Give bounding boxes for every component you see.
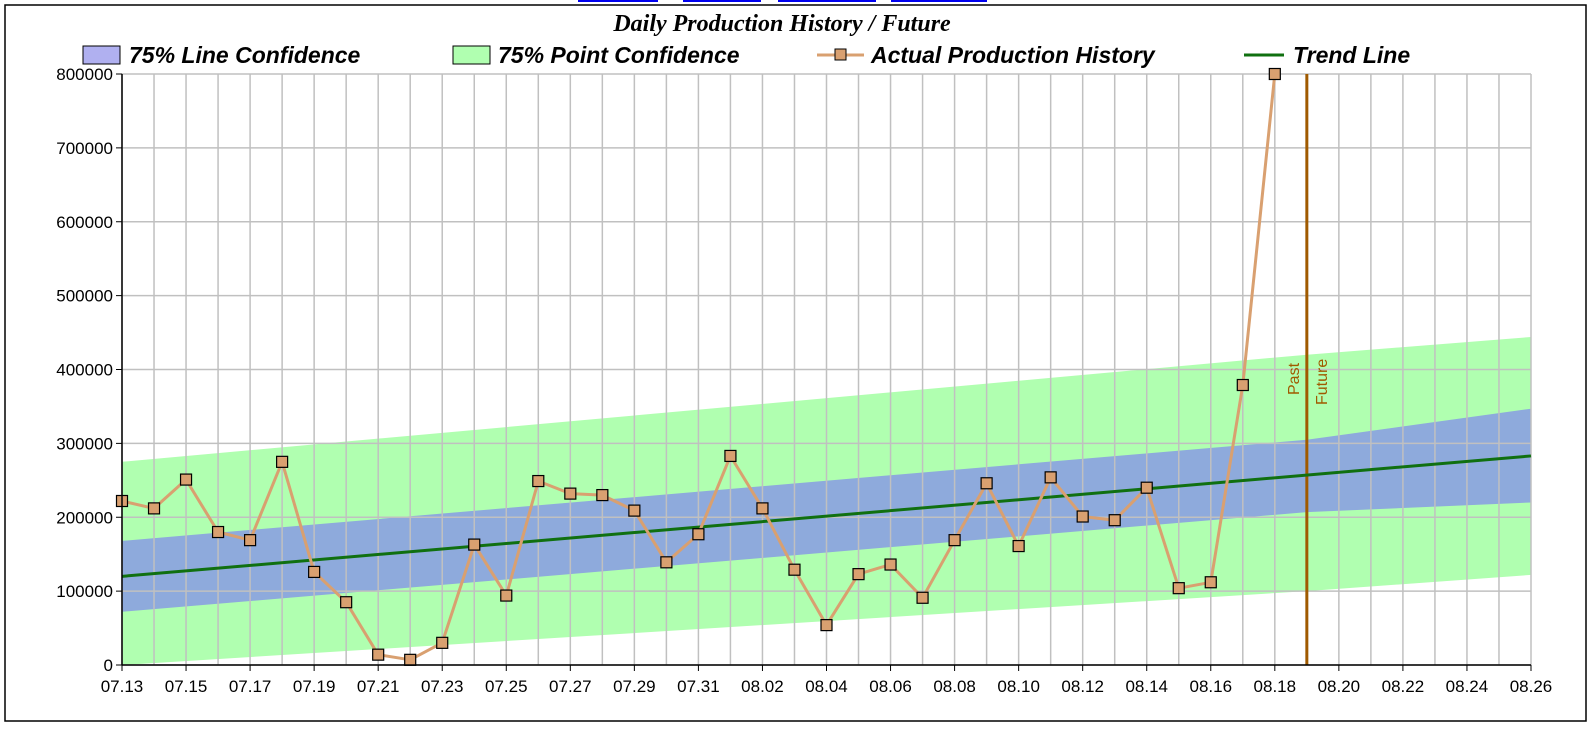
y-tick-label: 600000 (56, 213, 113, 232)
past-future-divider: Past Future (1286, 74, 1331, 665)
data-point[interactable] (1236, 378, 1249, 392)
data-point[interactable] (564, 487, 577, 500)
nav-link-4[interactable] (891, 0, 987, 2)
legend-item-point-confidence: 75% Point Confidence (452, 42, 740, 68)
legend-item-trend: Trend Line (1244, 42, 1410, 68)
legend-swatch-point-confidence (452, 45, 491, 65)
data-point[interactable] (660, 556, 673, 569)
y-tick-label: 300000 (56, 434, 113, 453)
x-tick-label: 07.17 (229, 677, 272, 696)
data-point[interactable] (1140, 481, 1153, 494)
legend-swatch-actual-marker (834, 48, 847, 61)
data-point[interactable] (179, 473, 193, 486)
y-tick-label: 0 (104, 656, 113, 675)
x-tick-label: 07.15 (165, 677, 208, 696)
x-tick-label: 07.31 (677, 677, 720, 696)
x-tick-label: 07.29 (613, 677, 656, 696)
data-point[interactable] (1172, 582, 1185, 595)
x-tick-label: 08.02 (741, 677, 784, 696)
data-point[interactable] (532, 474, 545, 488)
y-tick-label: 200000 (56, 508, 113, 527)
top-nav-links[interactable] (578, 0, 987, 2)
data-point[interactable] (1044, 471, 1057, 484)
x-tick-label: 07.23 (421, 677, 464, 696)
data-point[interactable] (372, 648, 385, 661)
data-point[interactable] (756, 502, 769, 515)
y-tick-label: 800000 (56, 65, 113, 84)
data-point[interactable] (1204, 576, 1217, 589)
y-tick-label: 400000 (56, 361, 113, 380)
x-tick-label: 07.21 (357, 677, 400, 696)
x-tick-label: 08.26 (1510, 677, 1553, 696)
legend-swatch-line-confidence (82, 45, 121, 65)
legend-label-line-confidence: 75% Line Confidence (129, 42, 361, 68)
x-tick-label: 08.04 (805, 677, 848, 696)
data-point[interactable] (628, 504, 641, 517)
x-tick-label: 08.06 (869, 677, 912, 696)
data-point[interactable] (1076, 510, 1089, 523)
x-tick-label: 07.27 (549, 677, 592, 696)
data-point[interactable] (724, 449, 737, 463)
data-point[interactable] (404, 653, 417, 666)
x-tick-label: 08.20 (1318, 677, 1361, 696)
data-point[interactable] (788, 563, 801, 576)
legend-label-trend: Trend Line (1293, 42, 1410, 68)
data-point[interactable] (948, 534, 961, 547)
x-tick-label: 08.16 (1189, 677, 1232, 696)
trend-line-path (121, 454, 1532, 578)
data-point[interactable] (596, 488, 609, 502)
data-point[interactable] (1012, 539, 1025, 553)
data-point[interactable] (852, 568, 865, 581)
legend-item-line-confidence: 75% Line Confidence (82, 42, 361, 68)
x-tick-label: 08.12 (1061, 677, 1104, 696)
y-tick-label: 100000 (56, 582, 113, 601)
x-tick-label: 07.13 (101, 677, 144, 696)
x-tick-label: 08.22 (1382, 677, 1425, 696)
x-axis-ticks: 07.13 07.15 07.17 07.19 07.21 07.23 07.25 07.27… (101, 665, 1553, 696)
legend-label-point-confidence: 75% Point Confidence (498, 42, 740, 68)
data-point[interactable] (436, 636, 449, 649)
actual-production-series (115, 67, 1281, 666)
y-tick-label: 700000 (56, 139, 113, 158)
data-point[interactable] (340, 596, 353, 609)
data-point[interactable] (211, 525, 225, 539)
x-tick-label: 07.25 (485, 677, 528, 696)
legend: 75% Line Confidence 75% Point Confidence… (82, 42, 1410, 68)
y-axis-ticks: 0 100000 200000 300000 400000 500000 600000 700… (56, 65, 122, 675)
trend-line (121, 454, 1532, 578)
data-point[interactable] (980, 477, 993, 490)
x-tick-label: 08.08 (933, 677, 976, 696)
nav-link-3[interactable] (778, 0, 876, 2)
x-tick-label: 08.14 (1125, 677, 1168, 696)
data-point[interactable] (820, 619, 833, 632)
nav-link-2[interactable] (683, 0, 761, 2)
y-tick-label: 500000 (56, 287, 113, 306)
data-point[interactable] (500, 589, 513, 602)
data-point[interactable] (276, 455, 289, 468)
x-tick-label: 08.24 (1446, 677, 1489, 696)
past-label: Past (1286, 362, 1303, 395)
x-tick-label: 08.10 (997, 677, 1040, 696)
data-point[interactable] (147, 502, 161, 515)
future-label: Future (1314, 359, 1331, 405)
nav-link-1[interactable] (578, 0, 658, 2)
data-point[interactable] (916, 591, 929, 604)
data-point[interactable] (1268, 67, 1281, 81)
chart-title: Daily Production History / Future (612, 11, 951, 37)
x-tick-label: 07.19 (293, 677, 336, 696)
data-point[interactable] (308, 565, 321, 579)
x-tick-label: 08.18 (1254, 677, 1297, 696)
data-point[interactable] (692, 528, 705, 541)
data-point[interactable] (884, 558, 897, 571)
data-point[interactable] (1108, 514, 1121, 527)
legend-label-actual: Actual Production History (870, 42, 1156, 68)
data-point[interactable] (243, 534, 257, 547)
data-point[interactable] (468, 538, 481, 551)
legend-item-actual: Actual Production History (817, 42, 1156, 68)
chart-frame (4, 4, 1587, 722)
